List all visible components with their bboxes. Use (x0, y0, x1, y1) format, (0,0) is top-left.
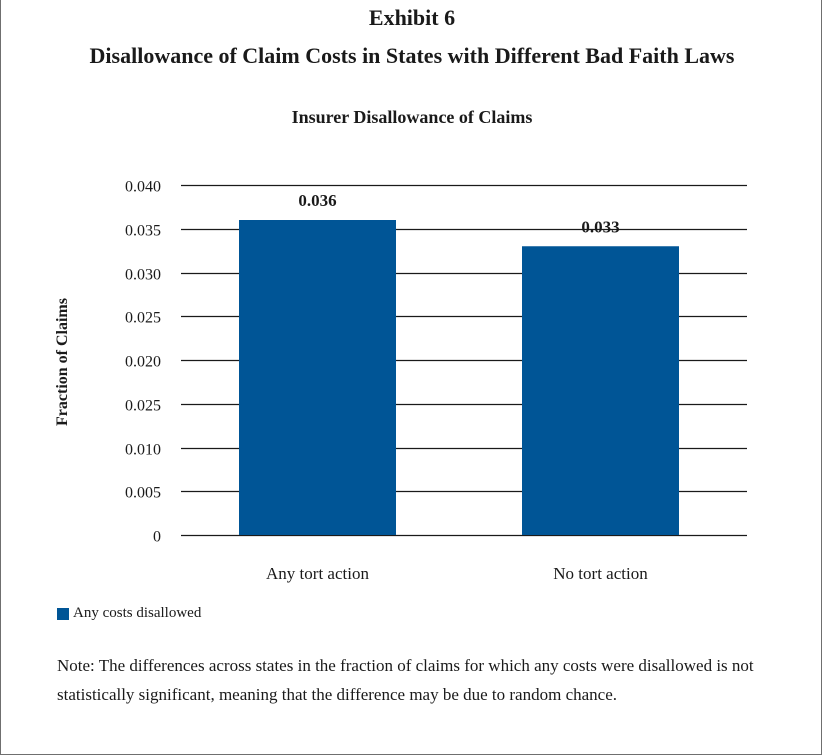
data-label: 0.036 (298, 191, 336, 210)
legend: Any costs disallowed (57, 605, 201, 622)
y-tick-label: 0.010 (125, 442, 161, 459)
y-tick-labels: 0 0.005 0.010 0.025 0.020 0.025 0.030 0.035 0.04… (125, 179, 161, 546)
data-labels: 0.036 0.033 (298, 191, 619, 236)
note-text: Note: The differences across states in t… (57, 656, 754, 704)
y-tick-label: 0.030 (125, 267, 161, 284)
category-label: Any tort action (266, 564, 369, 583)
y-axis-label: Fraction of Claims (54, 298, 71, 426)
y-tick-label: 0.005 (125, 485, 161, 502)
y-tick-label: 0 (153, 529, 161, 546)
data-label: 0.033 (581, 217, 619, 236)
chart-title: Insurer Disallowance of Claims (291, 107, 533, 127)
category-label: No tort action (553, 564, 648, 583)
bar (522, 246, 679, 535)
legend-swatch (57, 607, 69, 620)
y-tick-label: 0.025 (125, 398, 161, 415)
category-labels: Any tort action No tort action (266, 564, 648, 583)
bars (239, 220, 679, 535)
bar (239, 220, 396, 535)
bar-chart: 0 0.005 0.010 0.025 0.020 0.025 0.030 0.035 0.04… (54, 179, 747, 583)
y-tick-label: 0.035 (125, 223, 161, 240)
exhibit-title: Disallowance of Claim Costs in States wi… (89, 43, 735, 68)
y-tick-label: 0.025 (125, 310, 161, 327)
y-tick-label: 0.020 (125, 354, 161, 371)
legend-label: Any costs disallowed (73, 605, 202, 621)
exhibit-number: Exhibit 6 (368, 5, 456, 30)
y-tick-label: 0.040 (125, 179, 161, 196)
